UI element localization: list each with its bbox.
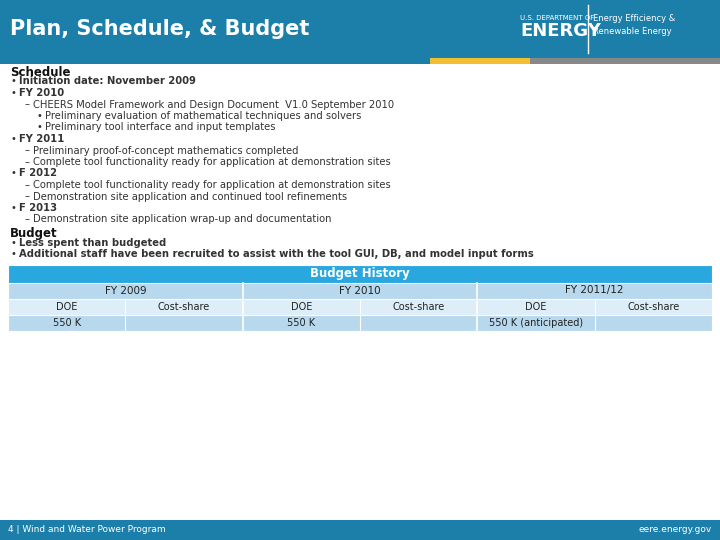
Text: ENERGY: ENERGY [520,22,601,40]
Text: eere.energy.gov: eere.energy.gov [639,525,712,535]
Bar [0,520,720,540]
Bar [0,58,430,64]
Text: –: – [25,145,30,156]
Text: Additional staff have been recruited to assist with the tool GUI, DB, and model : Additional staff have been recruited to … [19,249,534,259]
Text: Initiation date: November 2009: Initiation date: November 2009 [19,77,196,86]
Bar [8,299,712,314]
Text: F 2012: F 2012 [19,168,57,179]
Text: Preliminary evaluation of mathematical techniques and solvers: Preliminary evaluation of mathematical t… [45,111,361,121]
Text: DOE: DOE [526,301,546,312]
Bar [8,282,712,299]
Bar [8,265,712,282]
Text: –: – [25,157,30,167]
Text: Complete tool functionality ready for application at demonstration sites: Complete tool functionality ready for ap… [33,157,391,167]
Text: Energy Efficiency &
Renewable Energy: Energy Efficiency & Renewable Energy [593,14,675,36]
Text: •: • [11,203,17,213]
Bar [8,314,712,330]
Text: •: • [11,249,17,259]
Text: •: • [37,123,43,132]
Text: Cost-share: Cost-share [158,301,210,312]
Text: –: – [25,192,30,201]
Text: FY 2009: FY 2009 [104,286,146,295]
Text: •: • [11,238,17,247]
Text: –: – [25,180,30,190]
Text: Less spent than budgeted: Less spent than budgeted [19,238,166,247]
Text: 550 K: 550 K [287,318,315,327]
Text: 550 K (anticipated): 550 K (anticipated) [489,318,583,327]
Text: •: • [37,111,43,121]
Bar [8,265,712,330]
Text: Cost-share: Cost-share [392,301,445,312]
Text: DOE: DOE [56,301,77,312]
Bar [430,58,530,64]
Text: Demonstration site application wrap-up and documentation: Demonstration site application wrap-up a… [33,214,331,225]
Bar [0,0,720,58]
Text: Budget: Budget [10,227,58,240]
Text: Cost-share: Cost-share [627,301,680,312]
Text: Preliminary tool interface and input templates: Preliminary tool interface and input tem… [45,123,276,132]
Text: –: – [25,99,30,110]
Text: FY 2010: FY 2010 [19,88,64,98]
Text: Demonstration site application and continued tool refinements: Demonstration site application and conti… [33,192,347,201]
Text: FY 2011: FY 2011 [19,134,64,144]
Text: DOE: DOE [291,301,312,312]
Text: 4 | Wind and Water Power Program: 4 | Wind and Water Power Program [8,525,166,535]
Text: •: • [11,88,17,98]
Text: F 2013: F 2013 [19,203,57,213]
Text: CHEERS Model Framework and Design Document  V1.0 September 2010: CHEERS Model Framework and Design Docume… [33,99,394,110]
Text: •: • [11,77,17,86]
Text: Preliminary proof-of-concept mathematics completed: Preliminary proof-of-concept mathematics… [33,145,299,156]
Text: Budget History: Budget History [310,267,410,280]
Text: –: – [25,214,30,225]
Text: Schedule: Schedule [10,66,71,79]
Text: FY 2011/12: FY 2011/12 [565,286,624,295]
Text: Complete tool functionality ready for application at demonstration sites: Complete tool functionality ready for ap… [33,180,391,190]
Text: Plan, Schedule, & Budget: Plan, Schedule, & Budget [10,19,310,39]
Text: FY 2010: FY 2010 [339,286,381,295]
Bar [530,58,720,64]
Text: •: • [11,134,17,144]
Text: 550 K: 550 K [53,318,81,327]
Text: U.S. DEPARTMENT OF: U.S. DEPARTMENT OF [520,15,594,21]
Text: •: • [11,168,17,179]
